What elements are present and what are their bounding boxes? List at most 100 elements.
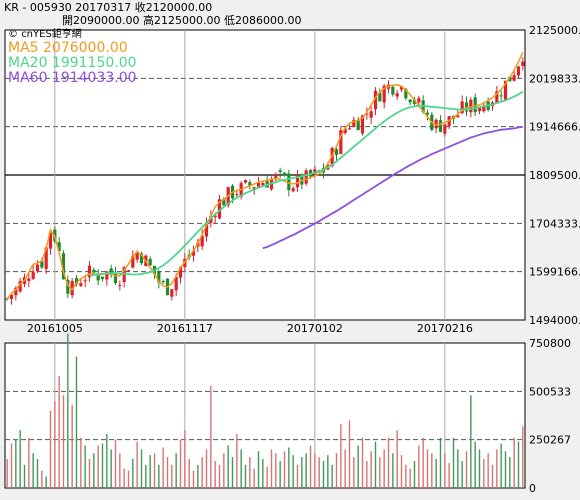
candle-up bbox=[399, 85, 404, 90]
ma20-line bbox=[89, 90, 524, 277]
candle-down bbox=[222, 199, 226, 206]
candle-down bbox=[499, 95, 503, 97]
candle-up bbox=[482, 105, 486, 112]
candle-up bbox=[417, 98, 421, 103]
candle-down bbox=[334, 149, 339, 155]
candle-up bbox=[395, 93, 399, 97]
candle-up bbox=[191, 250, 196, 256]
price-x-tick-label: 20161005 bbox=[27, 322, 83, 335]
candle-up bbox=[243, 180, 248, 183]
candle-down bbox=[92, 269, 96, 273]
candle-down bbox=[408, 99, 412, 103]
legend-ma20: MA20 1991150.00 bbox=[8, 55, 137, 71]
candle-up bbox=[18, 281, 22, 292]
candle-down bbox=[278, 170, 282, 172]
candle-down bbox=[378, 92, 382, 102]
candle-down bbox=[61, 253, 66, 280]
candle-down bbox=[96, 273, 100, 281]
ma60-line bbox=[262, 126, 523, 250]
candle-up bbox=[79, 283, 83, 287]
candle-down bbox=[113, 272, 118, 284]
candle-up bbox=[434, 119, 438, 129]
candle-up bbox=[256, 182, 261, 187]
candle-up bbox=[456, 115, 460, 118]
candle-up bbox=[503, 80, 508, 101]
candle-up bbox=[469, 99, 473, 113]
candle-down bbox=[100, 276, 105, 280]
candle-down bbox=[473, 97, 477, 113]
candle-up bbox=[460, 101, 464, 114]
candle-down bbox=[287, 173, 291, 191]
candle-up bbox=[35, 264, 40, 272]
candle-up bbox=[347, 128, 352, 130]
candle-up bbox=[131, 255, 135, 268]
candle-up bbox=[343, 128, 347, 133]
candle-up bbox=[126, 270, 131, 272]
candle-down bbox=[356, 119, 360, 131]
price-x-tick-label: 20161117 bbox=[157, 322, 213, 335]
price-y-tick-label: 1809500.0 bbox=[529, 169, 580, 182]
candle-down bbox=[438, 120, 443, 132]
candle-up bbox=[217, 199, 222, 219]
candle-down bbox=[157, 272, 161, 283]
candle-up bbox=[369, 111, 373, 118]
header-line-2: 開2090000.00 高2125000.00 低2086000.00 bbox=[62, 14, 302, 27]
cnyes-logo: © cnYES鉅亨網 bbox=[8, 29, 137, 41]
candle-down bbox=[57, 242, 61, 251]
candle-up bbox=[213, 215, 217, 218]
candle-up bbox=[521, 61, 525, 66]
candle-down bbox=[248, 182, 252, 187]
candle-down bbox=[148, 258, 152, 266]
candle-down bbox=[282, 172, 287, 176]
candle-up bbox=[261, 183, 265, 186]
candle-up bbox=[365, 113, 369, 115]
price-y-tick-label: 1494000.0 bbox=[529, 314, 580, 327]
candle-down bbox=[66, 279, 70, 294]
price-y-tick-label: 1704333.3 bbox=[529, 217, 580, 230]
volume-panel: 750800 500533 250267 0 bbox=[4, 333, 571, 495]
legend: © cnYES鉅亨網 MA5 2076000.00 MA20 1991150.0… bbox=[8, 29, 137, 86]
candle-up bbox=[382, 85, 386, 103]
candle-up bbox=[83, 280, 87, 282]
price-y-tick-label: 1599166.6 bbox=[529, 266, 580, 279]
candle-down bbox=[412, 99, 417, 104]
price-y-tick-label: 2125000.0 bbox=[529, 24, 580, 37]
candle-down bbox=[425, 112, 430, 115]
volume-y-tick-label: 250267 bbox=[529, 434, 571, 447]
candle-up bbox=[274, 173, 278, 179]
price-x-tick-label: 20170102 bbox=[287, 322, 343, 335]
candle-up bbox=[105, 271, 109, 280]
candle-up bbox=[477, 107, 482, 112]
price-y-tick-label: 2019833.3 bbox=[529, 72, 580, 85]
candle-down bbox=[308, 169, 313, 177]
price-x-tick-label: 20170216 bbox=[417, 322, 473, 335]
candle-up bbox=[87, 265, 92, 278]
candle-down bbox=[508, 76, 512, 82]
candle-up bbox=[174, 277, 178, 291]
candle-up bbox=[360, 115, 365, 134]
candle-up bbox=[373, 90, 378, 110]
candle-up bbox=[443, 124, 447, 134]
volume-y-tick-label: 0 bbox=[529, 482, 536, 495]
header-line-1: KR - 005930 20170317 收2120000.00 bbox=[4, 1, 213, 14]
candle-up bbox=[135, 252, 139, 260]
candle-down bbox=[40, 260, 44, 268]
candle-down bbox=[391, 86, 395, 95]
volume-y-tick-label: 750800 bbox=[529, 337, 571, 350]
candle-up bbox=[235, 194, 239, 196]
volume-y-tick-label: 500533 bbox=[529, 385, 571, 398]
candle-up bbox=[339, 130, 343, 154]
candle-up bbox=[313, 169, 317, 175]
candle-down bbox=[139, 253, 144, 264]
candle-up bbox=[70, 280, 74, 296]
ma5-line bbox=[6, 52, 524, 300]
candle-up bbox=[14, 287, 18, 296]
candle-down bbox=[109, 268, 113, 275]
legend-ma5: MA5 2076000.00 bbox=[8, 40, 128, 56]
candle-up bbox=[200, 235, 204, 247]
candle-up bbox=[512, 75, 516, 81]
legend-ma60: MA60 1914033.00 bbox=[8, 70, 137, 86]
candle-down bbox=[300, 174, 304, 185]
candle-up bbox=[304, 170, 308, 184]
